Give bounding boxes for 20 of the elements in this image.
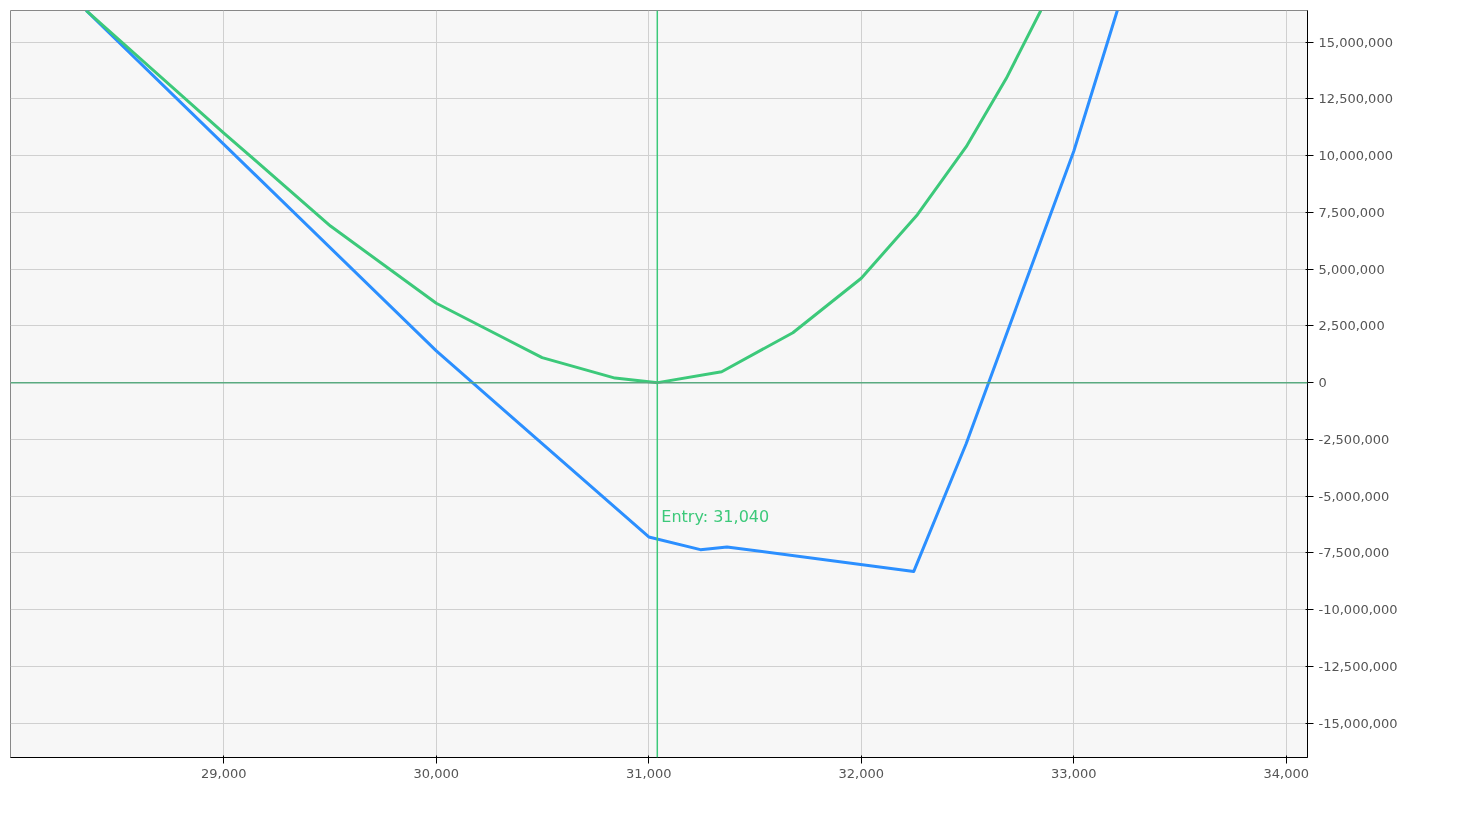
y-tick-label: 10,000,000 bbox=[1318, 148, 1393, 164]
y-tick-label: 12,500,000 bbox=[1318, 91, 1393, 107]
y-tick-label: -7,500,000 bbox=[1318, 545, 1390, 561]
y-tick-label: 2,500,000 bbox=[1318, 318, 1385, 334]
y-tick-label: -10,000,000 bbox=[1318, 602, 1398, 618]
x-tick-label: 34,000 bbox=[1263, 765, 1310, 781]
x-tick-label: 33,000 bbox=[1051, 765, 1097, 781]
y-tick-label: -12,500,000 bbox=[1318, 658, 1398, 674]
x-tick-label: 30,000 bbox=[413, 765, 460, 781]
y-tick-label: 7,500,000 bbox=[1318, 204, 1385, 220]
y-tick-label: 0 bbox=[1318, 375, 1327, 391]
x-tick-label: 29,000 bbox=[201, 765, 247, 781]
y-tick-label: -15,000,000 bbox=[1318, 715, 1398, 731]
ref-line-label: Entry: 31,040 bbox=[661, 506, 770, 526]
y-tick-label: 15,000,000 bbox=[1318, 34, 1393, 50]
y-tick-label: -2,500,000 bbox=[1318, 431, 1390, 447]
x-tick-label: 32,000 bbox=[838, 765, 885, 781]
y-tick-label: -5,000,000 bbox=[1318, 488, 1390, 504]
y-tick-label: 5,000,000 bbox=[1318, 261, 1385, 277]
x-tick-label: 31,000 bbox=[626, 765, 672, 781]
